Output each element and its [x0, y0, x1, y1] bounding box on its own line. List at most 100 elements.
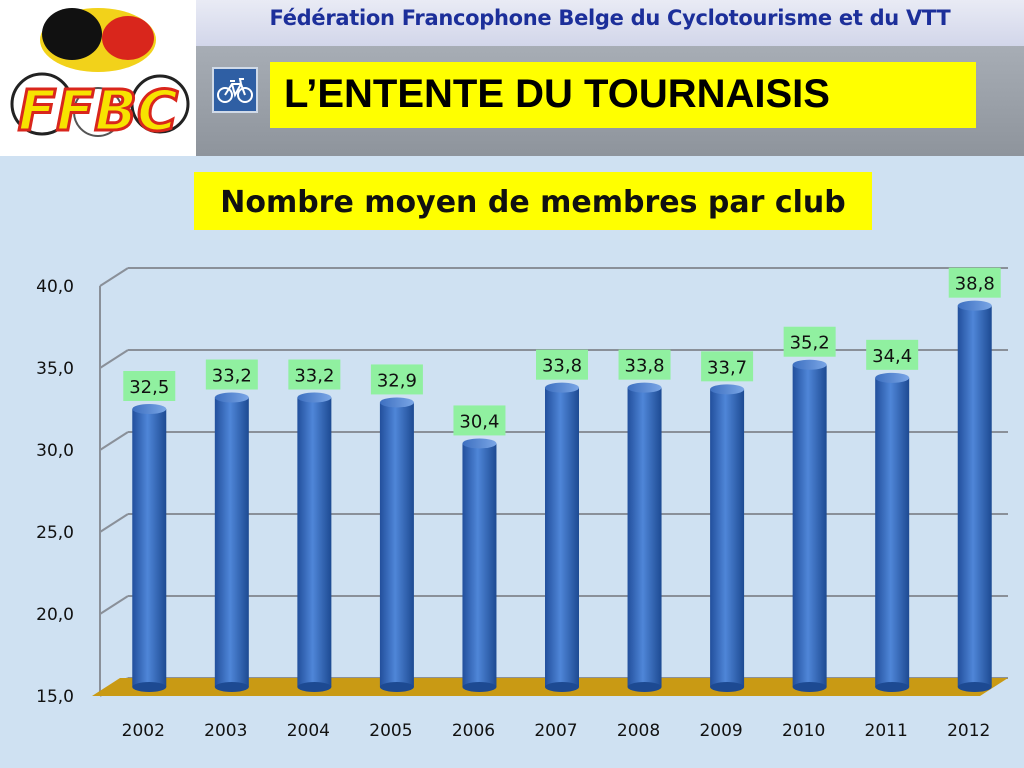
value-label-box	[205, 359, 258, 390]
bar-body	[957, 305, 992, 687]
ffbc-logo: FFBC	[0, 0, 196, 156]
bar-2005: 32,9	[370, 364, 423, 692]
bar-2004: 33,2	[288, 359, 341, 692]
bar-cap	[379, 397, 414, 408]
bar-base	[132, 682, 167, 692]
bar-base	[792, 682, 827, 692]
bar-cap	[957, 300, 992, 311]
bar-base	[545, 682, 579, 692]
bar-cap	[297, 392, 332, 403]
logo-text: FFBC	[18, 79, 178, 144]
gridline-diagonal	[99, 431, 129, 451]
chart-title: Nombre moyen de membres par club	[220, 185, 846, 220]
bar-body	[462, 443, 497, 687]
bar-cap	[132, 404, 167, 414]
bicycle-icon	[212, 67, 258, 113]
value-label: 33,8	[625, 356, 665, 377]
bar-body	[132, 409, 167, 687]
axes-labels: 15,0 20,0 25,0 30,0 35,0 40,0 2002 2003 2004 2005…	[36, 277, 990, 741]
value-label-box	[866, 339, 919, 370]
x-tick-label: 2003	[204, 721, 247, 741]
value-label-box	[701, 351, 754, 382]
value-label-box	[288, 359, 341, 390]
bar-body	[710, 389, 745, 687]
bar-body	[379, 402, 414, 687]
bar-cap	[462, 438, 497, 449]
bar-cap	[627, 382, 662, 393]
y-tick-label: 30,0	[36, 441, 74, 461]
value-label-box	[453, 405, 506, 436]
bar-base	[627, 682, 662, 692]
x-tick-label: 2005	[369, 721, 412, 741]
value-label-box	[536, 349, 588, 380]
bar-2012: 38,8	[948, 267, 1001, 692]
page-title: L’ENTENTE DU TOURNAISIS	[284, 72, 830, 116]
gridline-diagonal	[99, 349, 129, 369]
bars: 32,5 33,2 33,2 32,9 30,4 33,8 33,8 33,7 35,2 34,4…	[123, 267, 1001, 692]
bar-base	[379, 682, 414, 692]
page-title-box: L’ENTENTE DU TOURNAISIS	[270, 62, 976, 128]
bar-body	[214, 397, 249, 687]
bar-body	[875, 377, 910, 687]
bar-2007: 33,8	[536, 349, 588, 692]
x-tick-label: 2009	[699, 721, 742, 741]
y-tick-label: 25,0	[36, 523, 74, 543]
value-label: 32,5	[129, 377, 169, 398]
gridline-diagonal	[99, 595, 129, 615]
chart-panel: Nombre moyen de membres par club 32,5 33,…	[0, 156, 1024, 768]
federation-name: Fédération Francophone Belge du Cyclotou…	[269, 6, 951, 30]
value-label: 35,2	[790, 333, 830, 354]
value-label: 30,4	[459, 411, 499, 432]
y-tick-label: 15,0	[36, 687, 74, 707]
bar-body	[627, 387, 662, 687]
bar-base	[462, 682, 497, 692]
bar-2002: 32,5	[123, 371, 176, 692]
bar-cap	[545, 382, 579, 393]
y-tick-label: 35,0	[36, 359, 74, 379]
bar-cap	[710, 384, 745, 395]
y-tick-label: 20,0	[36, 605, 74, 625]
bar-base	[214, 682, 249, 692]
bar-cap	[875, 372, 910, 383]
bar-2010: 35,2	[783, 326, 836, 692]
bar-2008: 33,8	[618, 349, 671, 692]
gridline-diagonal	[99, 267, 129, 287]
x-tick-label: 2010	[782, 721, 825, 741]
bar-base	[297, 682, 332, 692]
value-label-box	[123, 371, 176, 401]
bar-2009: 33,7	[701, 351, 754, 692]
value-label: 33,2	[294, 366, 334, 387]
gridline-diagonal	[99, 513, 129, 533]
bar-base	[710, 682, 745, 692]
x-tick-label: 2008	[617, 721, 660, 741]
value-label: 34,4	[872, 346, 912, 367]
bar-base	[957, 682, 992, 692]
x-tick-label: 2012	[947, 721, 990, 741]
value-label-box	[618, 349, 671, 380]
y-tick-label: 40,0	[36, 277, 74, 297]
x-tick-label: 2011	[865, 721, 908, 741]
chart-title-box	[194, 172, 872, 230]
value-label-box	[783, 326, 836, 357]
value-label-box	[370, 364, 423, 395]
bar-body	[297, 397, 332, 687]
x-tick-label: 2004	[287, 721, 330, 741]
bar-2006: 30,4	[453, 405, 506, 692]
value-label: 32,9	[377, 370, 417, 391]
value-label: 33,2	[212, 366, 252, 387]
bar-cap	[214, 392, 249, 403]
bar-body	[792, 364, 827, 687]
value-label: 33,7	[707, 357, 747, 378]
bar-body	[545, 387, 579, 687]
header-band: Fédération Francophone Belge du Cyclotou…	[196, 0, 1024, 46]
x-tick-label: 2006	[452, 721, 495, 741]
value-label: 33,8	[542, 356, 582, 377]
value-label: 38,8	[955, 274, 995, 295]
value-label-box	[948, 267, 1001, 298]
bar-chart: Nombre moyen de membres par club 32,5 33,…	[36, 172, 1008, 741]
bar-cap	[792, 359, 827, 370]
bar-2003: 33,2	[205, 359, 258, 692]
x-tick-label: 2007	[534, 721, 577, 741]
x-tick-label: 2002	[122, 721, 165, 741]
bar-base	[875, 682, 910, 692]
